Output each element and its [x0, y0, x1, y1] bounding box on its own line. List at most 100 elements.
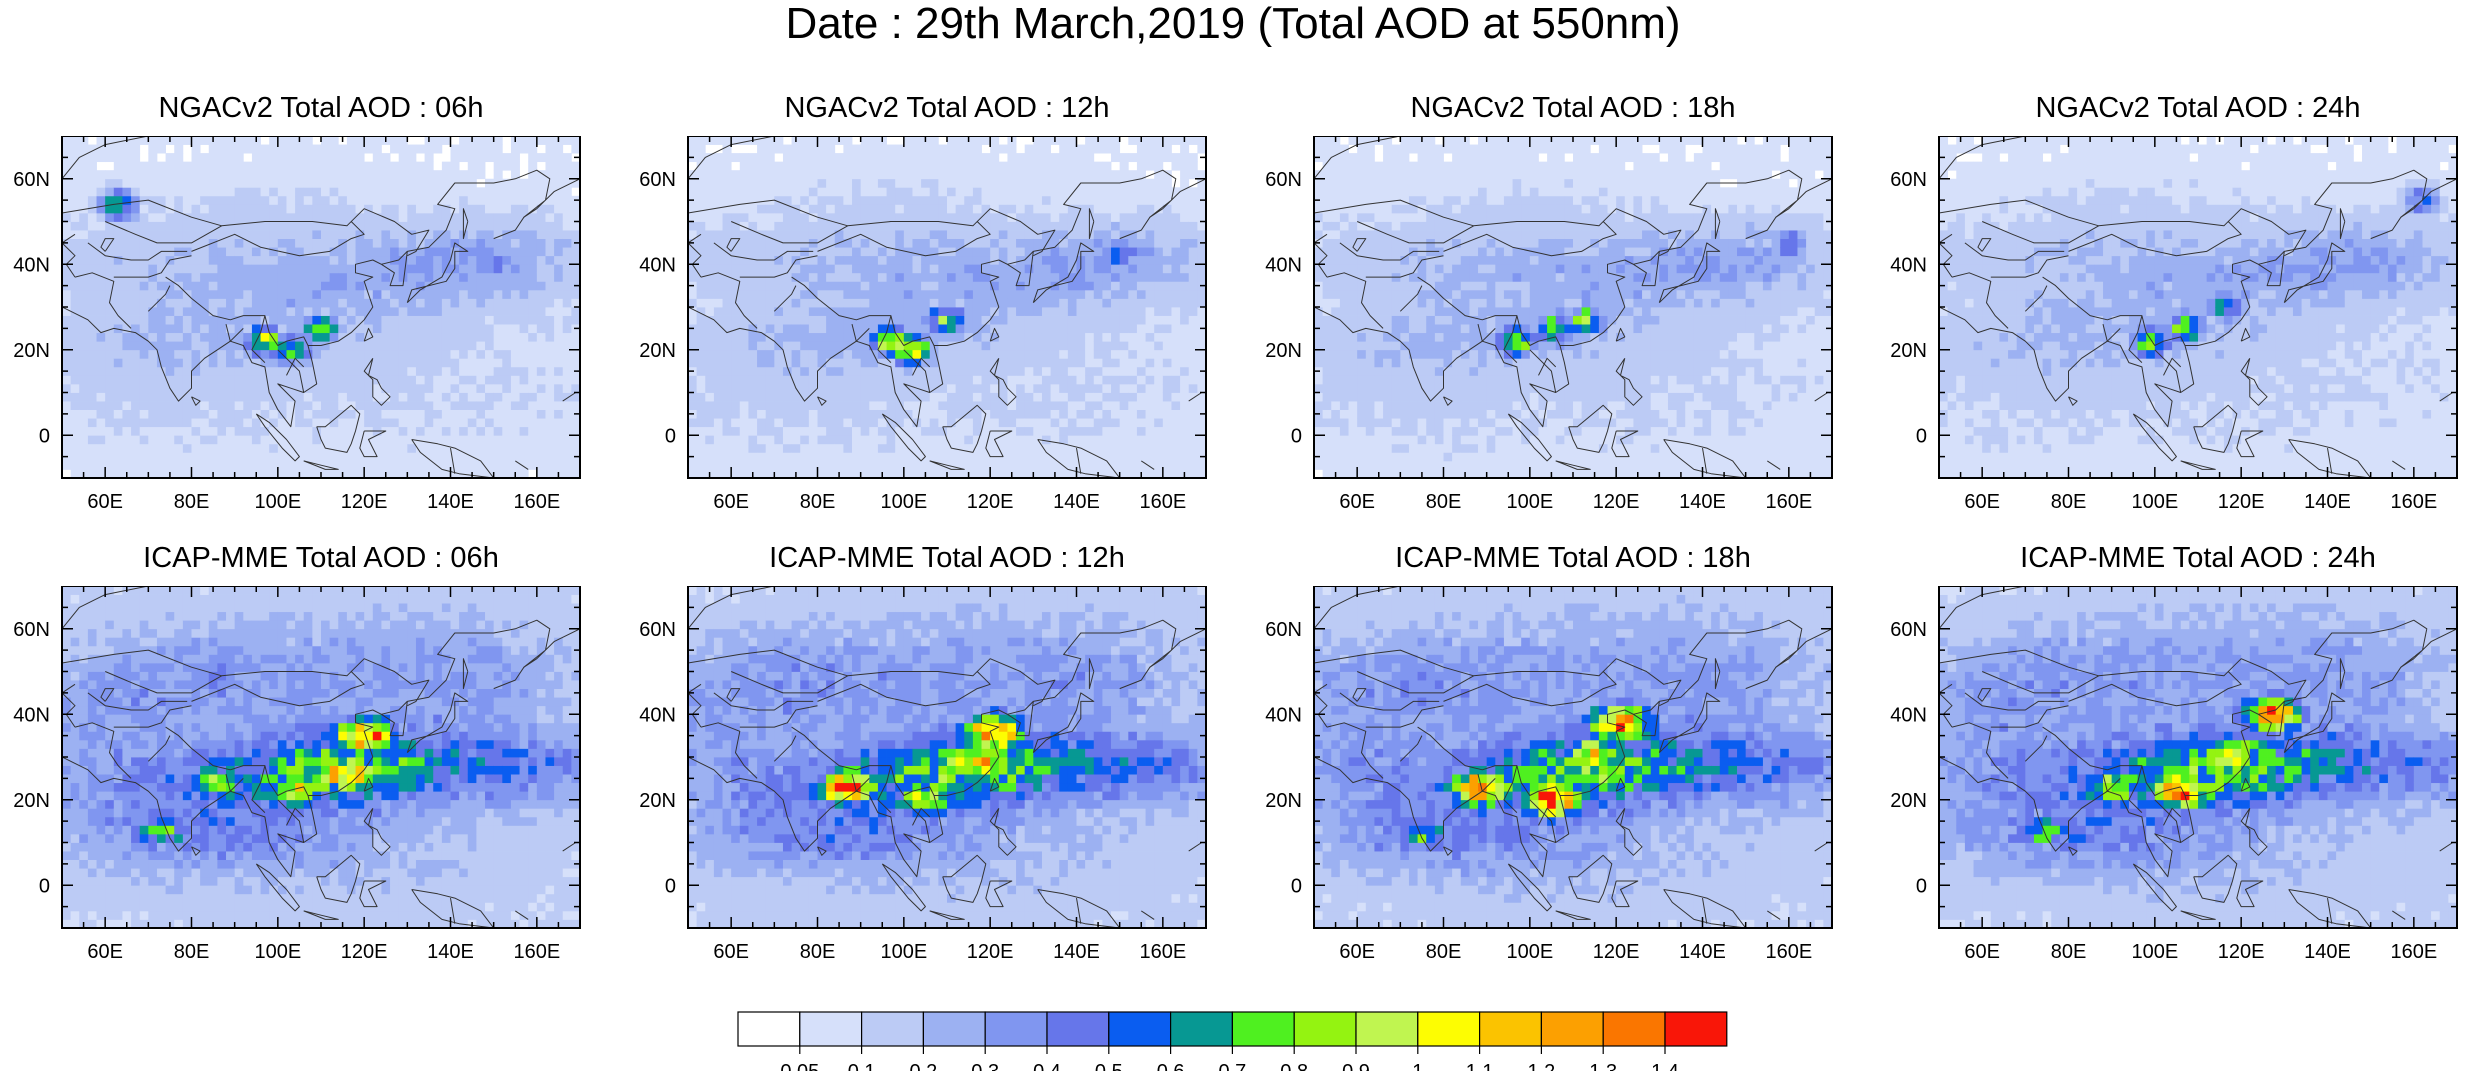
- colorbar-tick-label: 0.9: [1342, 1061, 1370, 1071]
- lat-tick-label: 60N: [639, 169, 676, 191]
- colorbar-box: [984, 1011, 1048, 1047]
- colorbar-box: [1231, 1011, 1295, 1047]
- map-panel: 60N 40N 20N 0 60E 80E 100E 120E 140E 160E: [1890, 586, 2458, 963]
- colorbar-tick-label: 1: [1412, 1061, 1423, 1071]
- lat-tick-label: 60N: [1890, 619, 1927, 641]
- lon-tick-label: 120E: [341, 491, 388, 513]
- panel-title: NGACv2 Total AOD : 18h: [1274, 94, 1872, 123]
- colorbar-box: [1355, 1011, 1419, 1047]
- lon-tick-label: 100E: [880, 941, 927, 963]
- aod-field: [1314, 136, 1833, 479]
- lat-tick-label: 20N: [13, 340, 50, 362]
- lat-tick-label: 40N: [639, 254, 676, 276]
- lon-tick-label: 160E: [513, 941, 560, 963]
- panel-title: ICAP-MME Total AOD : 12h: [648, 544, 1246, 573]
- lon-tick-label: 140E: [2304, 491, 2351, 513]
- lat-tick-label: 40N: [1890, 254, 1927, 276]
- colorbar-tick-label: 0.6: [1157, 1061, 1185, 1071]
- lon-tick-label: 120E: [341, 941, 388, 963]
- lat-tick-label: 40N: [1265, 254, 1302, 276]
- colorbar-tick-label: 0.7: [1218, 1061, 1246, 1071]
- lat-tick-label: 40N: [13, 254, 50, 276]
- lat-tick-label: 60N: [1265, 169, 1302, 191]
- coastlines: [688, 586, 1206, 928]
- colorbar-tick-label: 0.5: [1095, 1061, 1123, 1071]
- lon-tick-label: 60E: [1964, 491, 2000, 513]
- lon-tick-label: 60E: [713, 941, 749, 963]
- lat-tick-label: 20N: [1890, 340, 1927, 362]
- colorbar-tick-label: 0.2: [909, 1061, 937, 1071]
- colorbar-box: [860, 1011, 924, 1047]
- map-panel: 60N 40N 20N 0 60E 80E 100E 120E 140E 160E: [1265, 136, 1833, 513]
- lon-tick-label: 140E: [1679, 941, 1726, 963]
- lon-tick-label: 80E: [2051, 941, 2087, 963]
- lon-tick-label: 80E: [174, 941, 210, 963]
- lon-tick-label: 120E: [2218, 941, 2265, 963]
- lat-tick-label: 0: [1291, 425, 1302, 447]
- lon-tick-label: 60E: [87, 941, 123, 963]
- lon-tick-label: 80E: [2051, 491, 2087, 513]
- lat-tick-label: 20N: [639, 340, 676, 362]
- lat-tick-label: 0: [1291, 875, 1302, 897]
- lon-tick-label: 120E: [2218, 491, 2265, 513]
- lon-tick-label: 120E: [967, 491, 1014, 513]
- lat-tick-label: 40N: [1265, 704, 1302, 726]
- lat-tick-label: 0: [39, 425, 50, 447]
- colorbar-box: [1046, 1011, 1110, 1047]
- lon-tick-label: 140E: [1053, 941, 1100, 963]
- lon-tick-label: 120E: [1593, 491, 1640, 513]
- map-panel: 60N 40N 20N 0 60E 80E 100E 120E 140E 160E: [13, 136, 581, 513]
- lon-tick-label: 140E: [1053, 491, 1100, 513]
- lon-tick-label: 160E: [1139, 491, 1186, 513]
- lat-tick-label: 60N: [1265, 619, 1302, 641]
- coastlines: [1939, 136, 2457, 478]
- colorbar-tick-label: 0.8: [1280, 1061, 1308, 1071]
- lon-tick-label: 100E: [254, 941, 301, 963]
- lat-tick-label: 40N: [1890, 704, 1927, 726]
- lat-tick-label: 0: [665, 425, 676, 447]
- lon-tick-label: 140E: [1679, 491, 1726, 513]
- lon-tick-label: 60E: [1339, 941, 1375, 963]
- colorbar-tick-label: 1.4: [1651, 1061, 1679, 1071]
- lon-tick-label: 160E: [1139, 941, 1186, 963]
- lat-tick-label: 0: [665, 875, 676, 897]
- coastlines: [1314, 136, 1832, 478]
- lon-tick-label: 80E: [800, 941, 836, 963]
- coastlines: [688, 136, 1206, 478]
- panel-title: NGACv2 Total AOD : 12h: [648, 94, 1246, 123]
- lon-tick-label: 100E: [2131, 941, 2178, 963]
- colorbar-box: [737, 1011, 801, 1047]
- map-panel: 60N 40N 20N 0 60E 80E 100E 120E 140E 160E: [13, 586, 581, 963]
- lat-tick-label: 40N: [639, 704, 676, 726]
- colorbar-box: [1169, 1011, 1233, 1047]
- colorbar-box: [1540, 1011, 1604, 1047]
- lon-tick-label: 140E: [427, 491, 474, 513]
- map-panel: 60N 40N 20N 0 60E 80E 100E 120E 140E 160E: [639, 136, 1207, 513]
- colorbar-tick-label: 1.1: [1466, 1061, 1494, 1071]
- lon-tick-label: 100E: [1506, 941, 1553, 963]
- lat-tick-label: 20N: [1890, 790, 1927, 812]
- lon-tick-label: 60E: [1339, 491, 1375, 513]
- lon-tick-label: 140E: [2304, 941, 2351, 963]
- colorbar-tick-label: 1.2: [1527, 1061, 1555, 1071]
- lon-tick-label: 60E: [713, 491, 749, 513]
- lat-tick-label: 20N: [639, 790, 676, 812]
- colorbar-tick-label: 1.3: [1589, 1061, 1617, 1071]
- lat-tick-label: 0: [1916, 425, 1927, 447]
- colorbar-tick-label: 0.4: [1033, 1061, 1061, 1071]
- lon-tick-label: 160E: [513, 491, 560, 513]
- colorbar-tick-label: 0.3: [971, 1061, 999, 1071]
- colorbar-tick-label: 0.05: [780, 1061, 819, 1071]
- lat-tick-label: 60N: [13, 169, 50, 191]
- colorbar-box: [1602, 1011, 1666, 1047]
- panel-title: NGACv2 Total AOD : 06h: [22, 94, 620, 123]
- lon-tick-label: 80E: [800, 491, 836, 513]
- coastlines: [62, 136, 580, 478]
- lon-tick-label: 160E: [1765, 941, 1812, 963]
- panel-title: NGACv2 Total AOD : 24h: [1899, 94, 2466, 123]
- lat-tick-label: 20N: [1265, 340, 1302, 362]
- lon-tick-label: 100E: [254, 491, 301, 513]
- lon-tick-label: 80E: [1426, 491, 1462, 513]
- lon-tick-label: 80E: [1426, 941, 1462, 963]
- coastlines: [1314, 586, 1832, 928]
